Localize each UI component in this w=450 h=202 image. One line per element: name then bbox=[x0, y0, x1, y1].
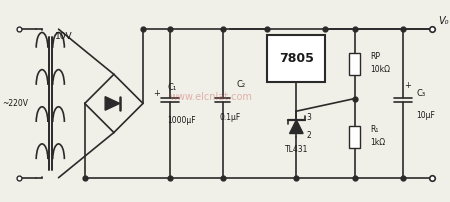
Text: 0.1μF: 0.1μF bbox=[220, 113, 241, 122]
Text: 2: 2 bbox=[306, 131, 311, 140]
Text: 7805: 7805 bbox=[279, 52, 314, 65]
Text: C₂: C₂ bbox=[236, 80, 245, 88]
Text: 1000μF: 1000μF bbox=[167, 116, 196, 125]
Text: TL431: TL431 bbox=[285, 145, 308, 154]
Polygon shape bbox=[289, 120, 303, 134]
Text: +: + bbox=[405, 81, 411, 90]
FancyBboxPatch shape bbox=[267, 35, 325, 82]
Text: ~220V: ~220V bbox=[2, 99, 28, 108]
Text: C₁: C₁ bbox=[167, 83, 176, 92]
Text: www.elcnlat.com: www.elcnlat.com bbox=[170, 92, 252, 102]
Text: 1kΩ: 1kΩ bbox=[370, 139, 385, 147]
Text: V₀: V₀ bbox=[438, 16, 449, 26]
Text: 10μF: 10μF bbox=[417, 110, 436, 120]
Text: +: + bbox=[153, 89, 160, 98]
Text: 3: 3 bbox=[306, 113, 311, 122]
FancyBboxPatch shape bbox=[349, 53, 360, 75]
Text: 10kΩ: 10kΩ bbox=[370, 65, 390, 74]
Polygon shape bbox=[105, 97, 120, 110]
Text: R₁: R₁ bbox=[370, 125, 378, 134]
Text: C₃: C₃ bbox=[417, 89, 426, 98]
Text: RP: RP bbox=[370, 52, 380, 61]
FancyBboxPatch shape bbox=[349, 126, 360, 148]
Text: 10V: 10V bbox=[54, 33, 72, 41]
